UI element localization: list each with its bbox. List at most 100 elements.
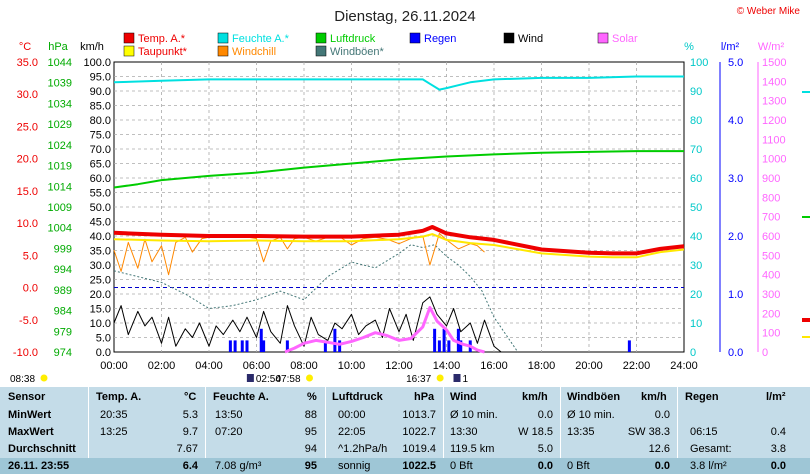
chart-canvas: Dienstag, 26.11.2024 © Weber Mike Temp. A.… <box>10 6 810 385</box>
temp-tick: 15.0 <box>17 186 38 198</box>
summary-cell: 06:15 <box>690 426 718 438</box>
solar-tick: 0 <box>762 347 768 359</box>
wind-tick: 50.0 <box>90 202 111 214</box>
x-tick: 14:00 <box>433 360 461 372</box>
wind-tick: 35.0 <box>90 246 111 258</box>
summary-cell: 1022.5 <box>402 460 436 472</box>
legend-swatch <box>315 32 327 44</box>
series-line-solar <box>284 306 485 354</box>
rain-tick: 4.0 <box>728 115 743 127</box>
rain-bar <box>433 328 437 352</box>
rain-bar <box>233 340 237 352</box>
pressure-tick: 1009 <box>48 202 72 214</box>
summary-cell: 95 <box>304 426 317 438</box>
summary-cell: 13:35 <box>567 426 595 438</box>
summary-cell: 0.0 <box>654 409 670 421</box>
summary-cell: W 18.5 <box>518 426 553 438</box>
rain-bar <box>437 340 441 352</box>
humidity-tick: 20 <box>690 289 702 301</box>
sun-marker-icon <box>306 374 313 382</box>
humidity-tick: 90 <box>690 86 702 98</box>
temp-tick: 35.0 <box>17 57 38 69</box>
solar-tick: 100 <box>762 328 780 340</box>
wind-tick: 10.0 <box>90 318 111 330</box>
summary-cell: Durchschnitt <box>8 443 76 455</box>
marker-label: 08:38 <box>10 374 35 385</box>
summary-cell: 7.08 g/m³ <box>215 460 262 472</box>
pressure-tick: 1039 <box>48 78 72 90</box>
wind-tick: 60.0 <box>90 173 111 185</box>
legend-label: Taupunkt* <box>138 46 188 58</box>
rain-tick: 2.0 <box>728 231 743 243</box>
x-tick: 00:00 <box>100 360 128 372</box>
summary-cell: 13:25 <box>100 426 128 438</box>
series-line-windchill <box>113 232 485 276</box>
summary-cell: 12.6 <box>648 443 670 455</box>
summary-cell: 26.11. 23:55 <box>8 460 70 472</box>
summary-cell: 88 <box>304 409 317 421</box>
rain-bar <box>285 340 289 352</box>
marker-label: 07:58 <box>276 374 301 385</box>
rain-bar <box>240 340 244 352</box>
pressure-tick: 1034 <box>48 98 72 110</box>
weather-chart: Dienstag, 26.11.2024 © Weber Mike Temp. A.… <box>10 6 810 385</box>
humidity-tick: 60 <box>690 173 702 185</box>
legend-label: Windböen* <box>330 46 385 58</box>
rain-bar <box>338 340 342 352</box>
x-tick: 04:00 <box>195 360 223 372</box>
header-wind-unit: km/h <box>522 391 548 403</box>
humidity-tick: 30 <box>690 260 702 272</box>
solar-tick: 1400 <box>762 76 786 88</box>
legend-swatch <box>409 32 421 44</box>
solar-tick: 1500 <box>762 57 786 69</box>
wind-tick: 70.0 <box>90 144 111 156</box>
header-temp: Temp. A. <box>96 391 142 403</box>
wind-tick: 80.0 <box>90 115 111 127</box>
summary-cell: 3.8 <box>770 443 786 455</box>
temp-tick: 25.0 <box>17 121 38 133</box>
temp-tick: 0.0 <box>23 283 38 295</box>
series-line-luftdruck <box>113 150 684 189</box>
header-temp-unit: °C <box>184 391 197 403</box>
summary-cell: 0.0 <box>770 460 786 472</box>
summary-cell: MaxWert <box>8 426 54 438</box>
summary-cell: Ø 10 min. <box>567 409 615 421</box>
summary-cell: sonnig <box>338 460 371 472</box>
moon-marker-icon <box>453 374 461 382</box>
header-rain: Regen <box>685 391 719 403</box>
summary-cell: 5.0 <box>537 443 553 455</box>
summary-cell: 5.3 <box>182 409 198 421</box>
rain-bar <box>459 340 463 352</box>
temp-tick: -5.0 <box>19 315 38 327</box>
wind-tick: 95.0 <box>90 72 111 84</box>
pressure-tick: 1019 <box>48 161 72 173</box>
sun-marker-icon <box>40 374 48 382</box>
wind-unit: km/h <box>80 41 104 53</box>
x-tick: 18:00 <box>528 360 556 372</box>
x-tick: 08:00 <box>290 360 318 372</box>
humidity-tick: 40 <box>690 231 702 243</box>
header-wind: Wind <box>450 391 477 403</box>
humidity-tick: 80 <box>690 115 702 127</box>
humidity-tick: 10 <box>690 318 702 330</box>
pressure-tick: 984 <box>54 306 72 318</box>
pressure-tick: 974 <box>54 347 72 359</box>
rain-tick: 3.0 <box>728 173 743 185</box>
summary-row: 26.11. 23:55 6.4 7.08 g/m³ 95 sonnig 1022.5 0 … <box>0 458 810 474</box>
summary-cell: Gesamt: <box>690 443 732 455</box>
pressure-unit: hPa <box>48 41 68 53</box>
x-tick: 22:00 <box>623 360 651 372</box>
summary-row: MinWert 20:35 5.3 13:50 88 00:00 1013.7 Ø 10 mi… <box>0 407 810 423</box>
rain-bar <box>333 328 337 352</box>
rain-bar <box>245 340 249 352</box>
legend-swatch <box>217 32 229 44</box>
rain-bar <box>456 328 460 352</box>
rain-unit: l/m² <box>721 41 740 53</box>
summary-cell: 0 Bft <box>567 460 590 472</box>
series-line-taupunkt <box>113 233 685 259</box>
solar-tick: 900 <box>762 173 780 185</box>
solar-tick: 1100 <box>762 134 786 146</box>
summary-cell: 1013.7 <box>402 409 436 421</box>
summary-cell: 07:20 <box>215 426 243 438</box>
legend-label: Luftdruck <box>330 33 376 45</box>
